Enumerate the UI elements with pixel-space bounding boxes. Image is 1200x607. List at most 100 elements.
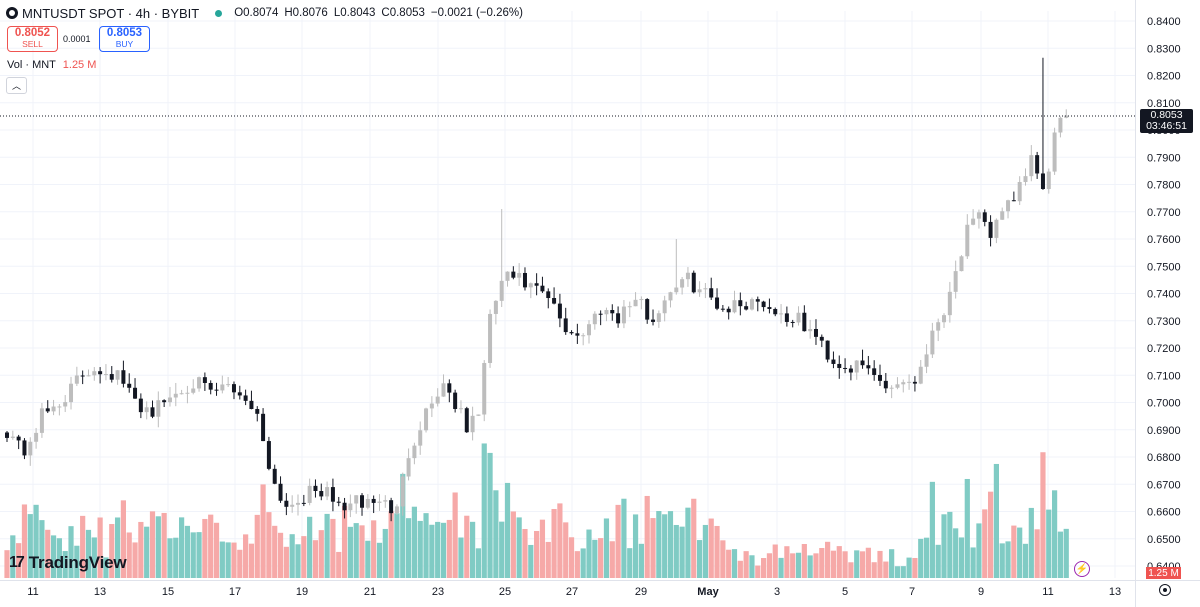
candle-body	[581, 335, 586, 337]
candle-body	[22, 440, 27, 456]
volume-bar	[557, 503, 563, 578]
volume-bar	[609, 541, 615, 578]
candle-body	[773, 308, 778, 315]
candle-body	[307, 485, 312, 503]
volume-bar	[149, 511, 156, 578]
volume-bar	[848, 562, 854, 578]
volume-bar	[667, 511, 674, 578]
candle-body	[796, 312, 801, 323]
candle-body	[301, 502, 306, 504]
gear-icon[interactable]	[1159, 584, 1171, 596]
symbol-title[interactable]: MNTUSDT SPOT · 4h · BYBIT	[22, 5, 200, 21]
candle-body	[429, 403, 434, 409]
volume-bar	[266, 512, 272, 578]
volume-bar	[120, 500, 126, 578]
volume-bar	[982, 509, 988, 578]
candle-body	[994, 219, 999, 238]
candle-body	[34, 432, 39, 442]
candle-body	[360, 495, 365, 508]
volume-bar	[184, 525, 191, 578]
time-axis[interactable]: 11 13 15 17 19 21 23 25 27 29 May 3 5 7 9 11 13	[0, 580, 1200, 599]
volume-bar	[923, 537, 930, 578]
candle-body	[639, 299, 644, 301]
volume-bar	[376, 542, 383, 578]
chart-header: MNTUSDT SPOT · 4h · BYBIT O0.8074 H0.807…	[6, 4, 523, 22]
volume-bar	[528, 544, 534, 578]
candle-body	[965, 224, 970, 257]
volume-bar	[947, 511, 953, 578]
candle-body	[691, 272, 696, 293]
volume-bar	[761, 558, 767, 578]
volume-bar	[621, 498, 627, 578]
volume-bar	[1022, 543, 1029, 578]
collapse-legend-button[interactable]: ︿	[6, 77, 27, 94]
candle-body	[173, 393, 178, 398]
candle-body	[249, 400, 254, 410]
candle-body	[621, 306, 626, 324]
price-tick-label: 0.6800	[1147, 452, 1181, 464]
volume-bar	[662, 514, 668, 578]
candle-body	[330, 487, 335, 502]
candle-body	[662, 300, 667, 314]
price-tick-label: 0.7900	[1147, 152, 1181, 164]
candle-body	[767, 307, 772, 309]
volume-bar	[1046, 509, 1052, 578]
high-value: H0.8076	[284, 7, 328, 19]
candle-body	[1064, 115, 1069, 118]
volume-bar	[778, 557, 784, 578]
volume-bar	[382, 528, 388, 578]
candle-body	[557, 303, 562, 319]
volume-bar	[219, 541, 225, 578]
time-tick-label: 3	[774, 586, 780, 598]
candle-body	[447, 383, 452, 393]
candle-body	[988, 221, 993, 238]
candle-body	[63, 402, 68, 407]
candle-body	[680, 279, 685, 288]
sell-button[interactable]: 0.8052 SELL	[7, 26, 58, 52]
volume-bar	[16, 543, 22, 578]
candle-body	[924, 354, 929, 367]
candle-body	[202, 377, 207, 383]
volume-bar	[365, 540, 371, 578]
candle-body	[272, 468, 277, 484]
candle-body	[86, 375, 91, 377]
price-axis[interactable]: 0.84000.83000.82000.81000.80000.79000.78…	[1135, 0, 1181, 607]
price-tick-label: 0.6600	[1147, 507, 1181, 519]
volume-bar	[97, 517, 103, 578]
candle-body	[1023, 176, 1028, 183]
volume-bar	[999, 543, 1005, 578]
candle-body	[505, 271, 510, 281]
candle-body	[389, 500, 394, 514]
volume-bar	[324, 513, 330, 578]
volume-value-tag: 1.25 M	[1146, 567, 1181, 579]
candle-body	[1017, 182, 1022, 202]
candle-body	[866, 365, 871, 369]
volume-bar	[953, 528, 959, 578]
candle-body	[266, 441, 271, 469]
candle-body	[709, 288, 714, 298]
volume-legend-value: 1.25 M	[62, 59, 97, 71]
volume-bar	[900, 566, 906, 578]
volume-bar	[516, 517, 522, 578]
candle-body	[569, 332, 574, 334]
candle-body	[80, 375, 85, 377]
volume-bar	[510, 511, 516, 578]
candle-body	[133, 387, 138, 399]
lightning-icon[interactable]: ⚡	[1074, 561, 1090, 577]
volume-bar	[248, 543, 255, 578]
candle-body	[534, 283, 539, 286]
volume-bar	[213, 522, 220, 578]
volume-bar	[231, 542, 237, 578]
candle-body	[226, 384, 231, 386]
volume-bar	[1040, 452, 1046, 578]
tradingview-logo[interactable]: 17 TradingView	[9, 553, 127, 573]
volume-legend: Vol · MNT 1.25 M	[7, 59, 96, 71]
volume-bar	[696, 540, 703, 578]
buy-button[interactable]: 0.8053 BUY	[99, 26, 150, 52]
candle-body	[598, 313, 603, 315]
volume-bar	[62, 551, 68, 578]
volume-bar	[708, 518, 714, 578]
bar-countdown: 03:46:51	[1146, 120, 1187, 132]
candle-body	[610, 310, 615, 314]
